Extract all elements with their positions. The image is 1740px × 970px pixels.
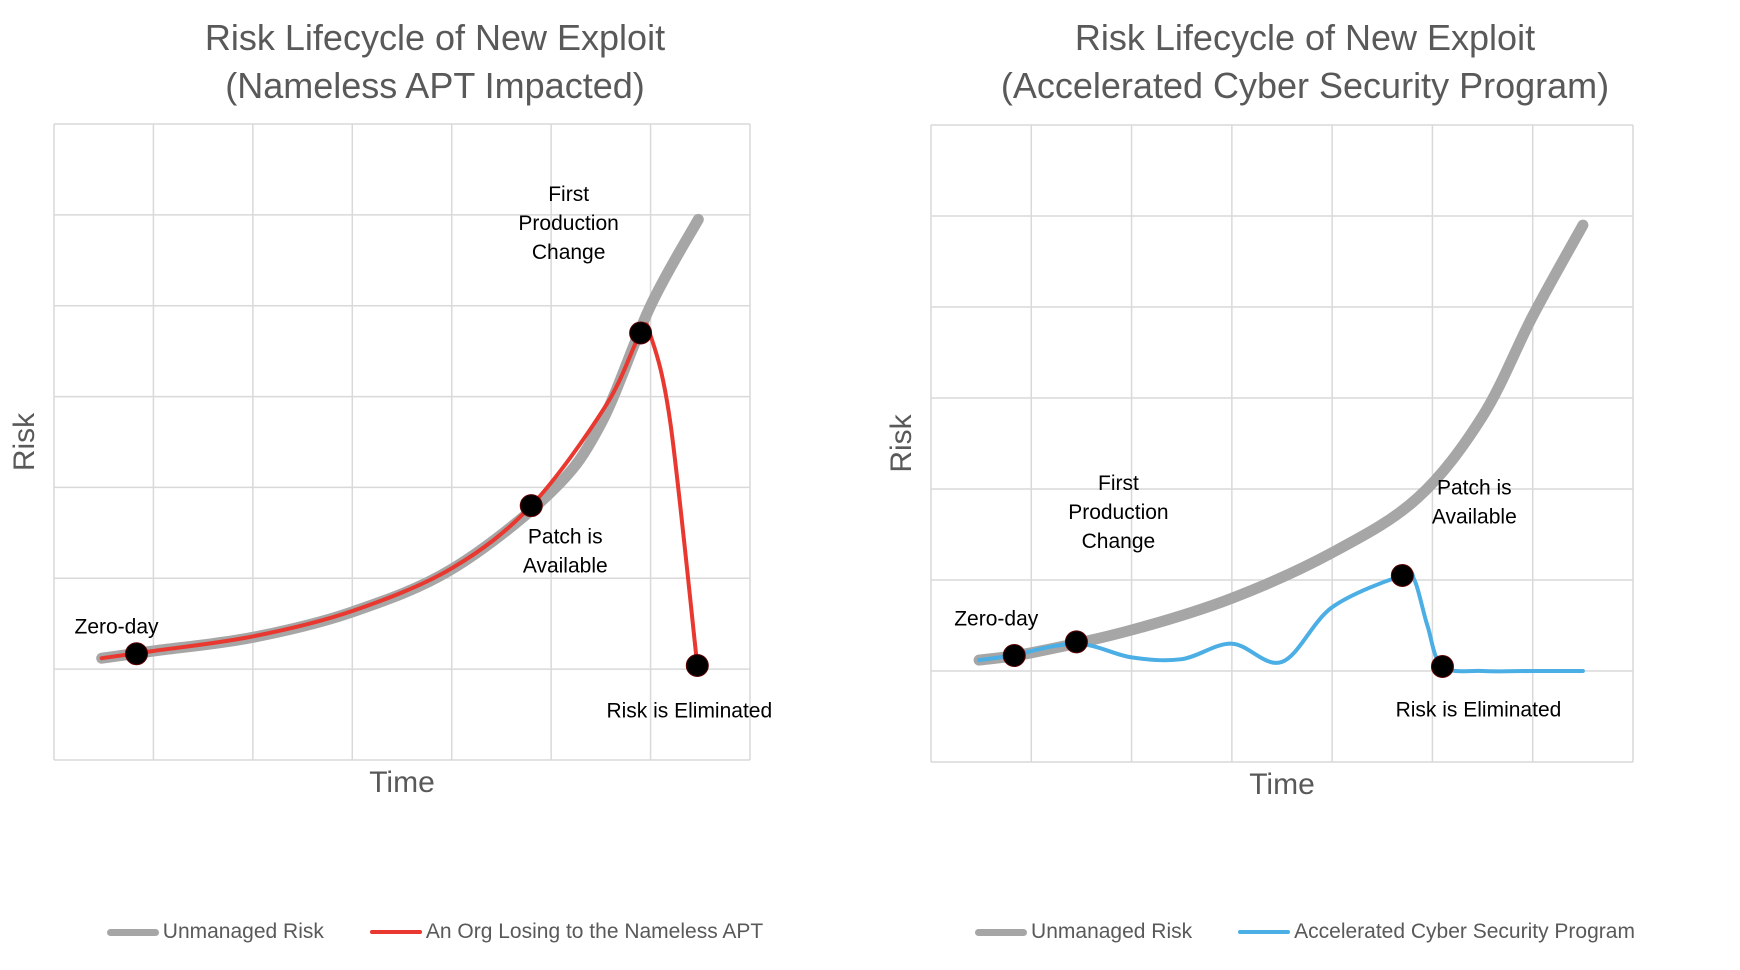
chart-title-line2: (Nameless APT Impacted) bbox=[225, 65, 645, 106]
annotation-label-line: First bbox=[1098, 472, 1139, 495]
plot-area: Time Risk Zero-day Patch is Available First Pr… bbox=[8, 123, 772, 799]
series-line-unmanaged-risk bbox=[973, 219, 1589, 666]
annotation-label: Patch is Available bbox=[1432, 476, 1517, 528]
legend-label: An Org Losing to the Nameless APT bbox=[425, 920, 764, 943]
x-axis-label: Time bbox=[369, 766, 435, 799]
annotation-label: First Production Change bbox=[1068, 472, 1168, 553]
legend-item-accelerated: Accelerated Cyber Security Program bbox=[1238, 920, 1635, 944]
annotation-label: Risk is Eliminated bbox=[606, 700, 772, 723]
y-axis-label: Risk bbox=[885, 413, 918, 472]
annotation-marker bbox=[1002, 644, 1026, 668]
legend-swatch-apt bbox=[369, 930, 422, 934]
series-line-nameless-apt bbox=[99, 322, 700, 668]
legend-label: Unmanaged Risk bbox=[162, 920, 324, 943]
annotation-label-line: First bbox=[548, 183, 589, 206]
annotation-label-line: Production bbox=[1068, 501, 1168, 524]
annotation-marker bbox=[1430, 654, 1454, 678]
annotation-label-line: Change bbox=[1082, 530, 1156, 553]
chart-title-line1: Risk Lifecycle of New Exploit bbox=[1074, 17, 1536, 58]
annotation-marker bbox=[629, 321, 653, 345]
x-axis-label: Time bbox=[1249, 768, 1315, 801]
legend: Unmanaged Risk An Org Losing to the Name… bbox=[0, 920, 870, 944]
annotation-label-line: Patch is bbox=[1437, 476, 1512, 499]
chart-title: Risk Lifecycle of New Exploit (Nameless … bbox=[0, 14, 870, 110]
plot-area: Time Risk Zero-day First Production Change Pat… bbox=[885, 124, 1634, 801]
legend-item-unmanaged: Unmanaged Risk bbox=[975, 920, 1192, 944]
annotation-label-line: Risk is Eliminated bbox=[606, 700, 772, 723]
gridlines bbox=[53, 123, 751, 761]
annotation-label-line: Production bbox=[518, 212, 618, 235]
annotation-marker bbox=[125, 642, 149, 666]
gridlines bbox=[930, 124, 1634, 763]
annotation-marker bbox=[1390, 563, 1414, 587]
annotation-label: Risk is Eliminated bbox=[1396, 698, 1562, 721]
legend-swatch-unmanaged bbox=[106, 928, 159, 936]
legend-label: Unmanaged Risk bbox=[1031, 920, 1193, 943]
annotation-marker bbox=[685, 654, 709, 678]
chart-title: Risk Lifecycle of New Exploit (Accelerat… bbox=[870, 14, 1740, 110]
y-axis-label: Risk bbox=[8, 412, 41, 471]
annotation-label: First Production Change bbox=[518, 183, 618, 264]
legend-item-unmanaged: Unmanaged Risk bbox=[106, 920, 324, 944]
annotation-label: Zero-day bbox=[954, 608, 1039, 631]
chart-title-line2: (Accelerated Cyber Security Program) bbox=[1000, 65, 1610, 106]
annotation-label-line: Available bbox=[1432, 505, 1517, 528]
chart-title-line1: Risk Lifecycle of New Exploit bbox=[204, 17, 666, 58]
chart-panel-apt: Risk Lifecycle of New Exploit (Nameless … bbox=[0, 14, 870, 944]
series-line-accelerated-program bbox=[977, 570, 1585, 674]
chart-panel-accelerated: Risk Lifecycle of New Exploit (Accelerat… bbox=[870, 0, 1740, 970]
legend-item-apt: An Org Losing to the Nameless APT bbox=[369, 920, 764, 944]
annotation-label-line: Risk is Eliminated bbox=[1396, 698, 1562, 721]
annotation-label-line: Zero-day bbox=[954, 608, 1039, 631]
legend: Unmanaged Risk Accelerated Cyber Securit… bbox=[870, 920, 1740, 944]
annotation-label-line: Change bbox=[532, 241, 606, 264]
legend-swatch-unmanaged bbox=[975, 928, 1028, 936]
legend-label: Accelerated Cyber Security Program bbox=[1294, 920, 1635, 943]
annotation-label-line: Available bbox=[523, 555, 608, 578]
annotation-marker bbox=[1064, 630, 1088, 654]
legend-swatch-accelerated bbox=[1238, 930, 1291, 934]
annotation-label: Patch is Available bbox=[523, 526, 608, 578]
annotation-label-line: Patch is bbox=[528, 526, 603, 549]
annotation-label-line: Zero-day bbox=[75, 616, 160, 639]
annotation-marker bbox=[519, 494, 543, 518]
annotation-label: Zero-day bbox=[75, 616, 160, 639]
